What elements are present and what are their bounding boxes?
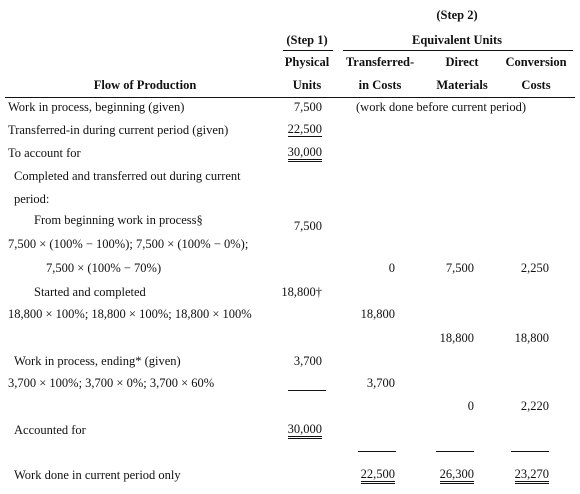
cell-units: 3,700	[293, 354, 322, 368]
cell-transferred: 0	[388, 261, 395, 275]
row-label: Work in process, beginning (given)	[8, 100, 185, 114]
header-text: in Costs	[358, 78, 402, 92]
cell-conversion: 2,220	[520, 399, 549, 413]
row-note: (work done before current period)	[356, 100, 527, 114]
cell-materials: 0	[467, 399, 474, 413]
row-label: 3,700 × 100%; 3,700 × 0%; 3,700 × 60%	[8, 376, 215, 390]
cell-units: 7,500	[293, 219, 322, 233]
cell-units: 7,500	[293, 100, 322, 114]
rule	[358, 451, 396, 452]
cell-transferred: 3,700	[366, 376, 395, 390]
rule	[436, 451, 474, 452]
row-label: Completed and transferred out during cur…	[14, 169, 241, 183]
cell-transferred: 18,800	[360, 307, 395, 321]
header-text: Direct	[445, 55, 479, 69]
row-label: 7,500 × (100% − 70%)	[46, 261, 162, 275]
cell-units: 18,800†	[281, 285, 322, 299]
header-text: (Step 2)	[436, 8, 478, 22]
cell-materials: 7,500	[445, 261, 474, 275]
row-label: Transferred-in during current period (gi…	[8, 123, 229, 137]
cell-transferred: 22,500	[360, 467, 395, 484]
cell-conversion: 2,250	[520, 261, 549, 275]
cell-units: 30,000	[287, 422, 322, 439]
cell-units: 30,000	[287, 145, 322, 162]
header-text: Physical	[284, 55, 330, 69]
blank-line	[288, 390, 326, 391]
row-label: 7,500 × (100% − 100%); 7,500 × (100% − 0…	[8, 237, 249, 251]
header-text: (Step 1)	[286, 33, 328, 47]
rule	[343, 50, 573, 51]
rule	[5, 97, 575, 98]
row-label: Accounted for	[14, 423, 86, 437]
cell-units: 22,500	[287, 122, 322, 137]
row-label: Started and completed	[34, 285, 146, 299]
header-text: Equivalent Units	[412, 33, 502, 47]
row-label: period:	[14, 192, 50, 206]
rule	[283, 50, 333, 51]
header-text: Transferred-	[345, 55, 415, 69]
cell-conversion: 18,800	[514, 331, 549, 345]
row-label: 18,800 × 100%; 18,800 × 100%; 18,800 × 1…	[8, 307, 252, 321]
row-label: From beginning work in process§	[34, 213, 203, 227]
rule	[511, 451, 549, 452]
header-text: Costs	[521, 78, 551, 92]
header-text: Units	[292, 78, 322, 92]
row-label: To account for	[8, 146, 81, 160]
cell-materials: 26,300	[439, 467, 474, 484]
cell-conversion: 23,270	[514, 467, 549, 484]
header-text: Conversion	[505, 55, 567, 69]
header-text: Flow of Production	[93, 78, 197, 92]
row-label: Work in process, ending* (given)	[14, 354, 181, 368]
cell-materials: 18,800	[439, 331, 474, 345]
header-text: Materials	[436, 78, 488, 92]
row-label: Work done in current period only	[14, 468, 181, 482]
